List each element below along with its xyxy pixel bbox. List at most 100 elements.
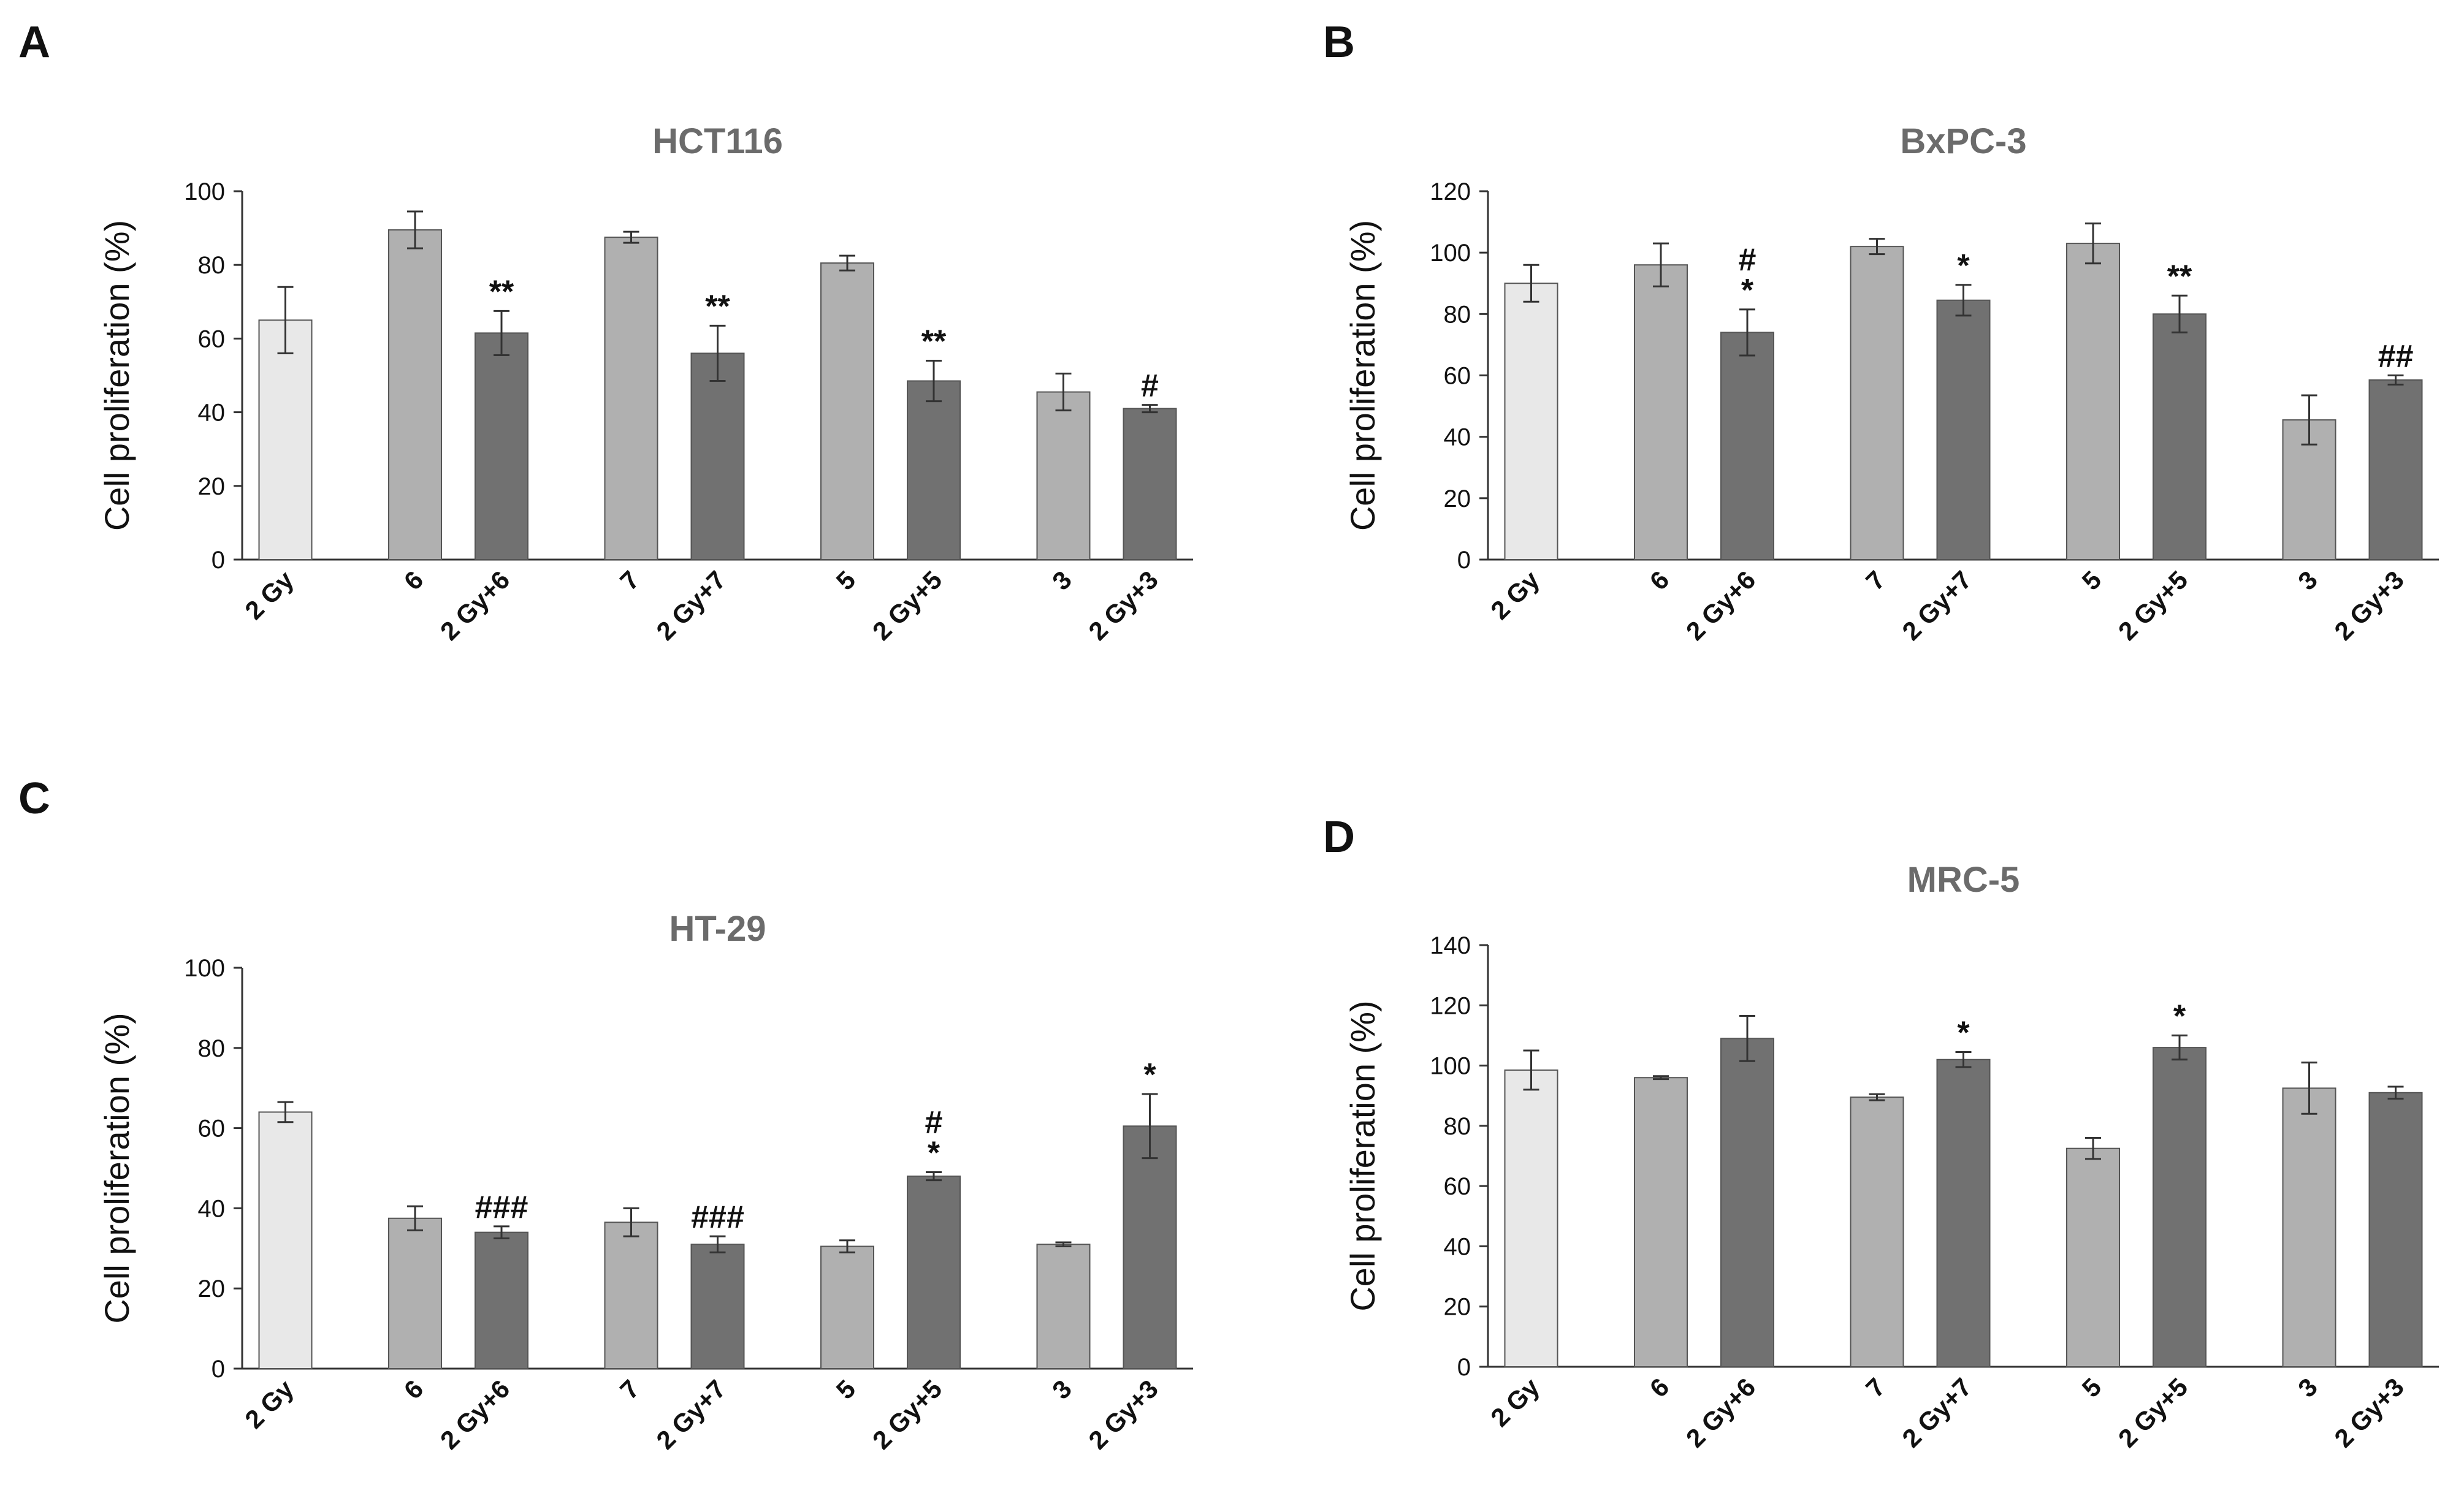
y-tick-label: 40 (198, 1195, 226, 1222)
significance-marker: ## (2378, 339, 2414, 374)
bar-combination (1936, 1058, 1991, 1367)
significance-marker: * (928, 1136, 940, 1171)
chart-title: HT-29 (669, 909, 766, 949)
y-tick-label: 100 (1430, 1053, 1471, 1080)
x-tick-label: 5 (2077, 1372, 2107, 1403)
x-tick-label: 2 Gy+5 (2113, 1372, 2193, 1453)
bar-compound (1850, 246, 1904, 560)
bar-compound (1634, 264, 1688, 560)
significance-marker: # (925, 1105, 943, 1141)
bar-combination (1720, 332, 1774, 561)
bar-compound (2066, 243, 2120, 560)
bar-combination (2153, 1047, 2207, 1367)
bar-compound (1850, 1096, 1904, 1367)
y-axis-label: Cell proliferation (%) (97, 220, 136, 531)
chart-panel-d: MRC-5 Cell proliferation (%) 0 20 40 60 80 100 1… (1343, 860, 2439, 1453)
bar-combination (690, 1244, 745, 1370)
significance-marker: * (2173, 998, 2186, 1034)
x-tick-label: 2 Gy+5 (867, 1374, 947, 1454)
significance-marker: ** (705, 289, 730, 324)
x-tick-label: 6 (399, 1374, 429, 1405)
y-axis-label: Cell proliferation (%) (1343, 220, 1382, 531)
y-tick-label: 100 (1430, 240, 1471, 267)
x-tick-label: 2 Gy+7 (650, 1374, 731, 1454)
significance-marker: ** (2167, 259, 2192, 294)
x-tick-label: 2 Gy+6 (435, 1374, 515, 1454)
bar-control (1504, 283, 1558, 560)
x-tick-label: 2 Gy (239, 1374, 299, 1434)
y-tick-label: 60 (198, 1115, 226, 1142)
x-tick-label: 7 (1860, 1372, 1891, 1403)
x-tick-label: 6 (1644, 565, 1675, 596)
y-tick-label: 40 (1444, 1233, 1471, 1260)
significance-marker: * (1957, 1015, 1970, 1051)
chart-panel-c: HT-29 Cell proliferation (%) 0 20 40 60 80 100 2… (97, 909, 1193, 1455)
bar-combination (475, 1231, 528, 1370)
x-tick-label: 6 (399, 565, 429, 596)
bar-combination (1720, 1038, 1774, 1368)
bar-compound (2066, 1147, 2120, 1367)
y-tick-label: 20 (1444, 485, 1471, 512)
x-tick-label: 2 Gy+7 (650, 565, 731, 645)
significance-marker: ** (489, 274, 514, 310)
bar-combination (690, 352, 745, 560)
y-tick-label: 80 (1444, 301, 1471, 328)
y-tick-label: 120 (1430, 178, 1471, 205)
x-tick-label: 7 (614, 1374, 645, 1405)
y-tick-label: 100 (184, 955, 225, 982)
x-tick-label: 2 Gy (1485, 565, 1545, 625)
x-tick-label: 2 Gy+5 (2113, 565, 2193, 645)
bar-compound (1634, 1077, 1688, 1367)
bar-combination (2153, 313, 2207, 560)
bar-combination (1123, 1125, 1177, 1369)
bar-compound (388, 229, 442, 561)
x-tick-label: 3 (1047, 565, 1077, 596)
significance-marker: # (1141, 368, 1159, 404)
x-tick-label: 6 (1644, 1372, 1675, 1403)
y-tick-label: 0 (1457, 1354, 1471, 1381)
x-tick-label: 7 (1860, 565, 1891, 596)
bar-compound (604, 237, 658, 560)
x-tick-label: 3 (2292, 1372, 2323, 1403)
chart-panel-b: BxPC-3 Cell proliferation (%) 0 20 40 60 80 100… (1343, 121, 2439, 646)
x-tick-label: 5 (2077, 565, 2107, 596)
bar-compound (1036, 1244, 1091, 1370)
x-tick-label: 2 Gy+3 (1083, 565, 1163, 645)
bar-combination (1936, 299, 1991, 560)
chart-title: MRC-5 (1907, 860, 2020, 900)
y-tick-label: 0 (1457, 547, 1471, 574)
y-tick-label: 140 (1430, 932, 1471, 959)
x-tick-label: 2 Gy (239, 565, 299, 625)
x-tick-label: 2 Gy+6 (1680, 565, 1761, 645)
bar-control (258, 319, 313, 560)
y-tick-label: 0 (212, 1356, 225, 1383)
significance-marker: # (1739, 242, 1756, 278)
y-tick-label: 100 (184, 178, 225, 205)
x-tick-label: 3 (2292, 565, 2323, 596)
y-tick-label: 80 (198, 252, 226, 279)
significance-marker: * (1143, 1057, 1156, 1093)
chart-title: HCT116 (652, 121, 783, 161)
significance-marker: ** (921, 324, 947, 359)
y-tick-label: 20 (1444, 1294, 1471, 1321)
x-tick-label: 2 Gy+7 (1896, 1372, 1977, 1453)
bar-combination (2368, 1092, 2423, 1368)
y-tick-label: 40 (198, 400, 226, 427)
bar-combination (475, 332, 528, 560)
bar-combination (907, 1176, 961, 1369)
bar-compound (820, 1245, 874, 1370)
bar-control (258, 1111, 313, 1369)
x-tick-label: 2 Gy+5 (867, 565, 947, 645)
x-tick-label: 5 (831, 1374, 861, 1405)
bar-combination (1123, 408, 1177, 561)
significance-marker: ### (691, 1199, 744, 1235)
y-axis-label: Cell proliferation (%) (97, 1013, 136, 1323)
panel-letter-c: C (18, 774, 50, 823)
y-tick-label: 120 (1430, 992, 1471, 1019)
significance-marker: ### (475, 1190, 528, 1225)
y-tick-label: 80 (198, 1035, 226, 1062)
significance-marker: * (1741, 273, 1754, 308)
panel-letter-b: B (1323, 18, 1355, 67)
y-tick-label: 60 (1444, 1173, 1471, 1200)
